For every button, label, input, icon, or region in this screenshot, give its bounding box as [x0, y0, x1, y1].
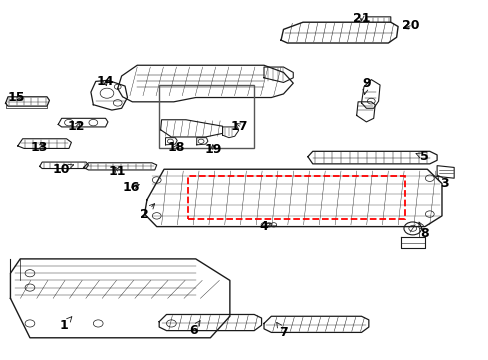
- Text: 11: 11: [109, 165, 126, 177]
- Text: 8: 8: [418, 222, 428, 240]
- Text: 4: 4: [259, 220, 271, 233]
- Text: 3: 3: [436, 175, 448, 190]
- Text: 12: 12: [67, 120, 85, 133]
- Text: 10: 10: [53, 163, 73, 176]
- Text: 5: 5: [415, 150, 427, 163]
- Bar: [159, 85, 254, 148]
- Text: 9: 9: [361, 77, 370, 95]
- Text: 2: 2: [140, 204, 154, 221]
- Text: 19: 19: [203, 143, 221, 156]
- Text: 17: 17: [230, 120, 248, 133]
- Text: 13: 13: [31, 141, 48, 154]
- Text: 6: 6: [188, 321, 200, 337]
- Text: 21: 21: [352, 12, 369, 25]
- Text: 15: 15: [8, 91, 25, 104]
- Text: 16: 16: [122, 181, 140, 194]
- Text: 14: 14: [97, 75, 114, 88]
- Text: 20: 20: [401, 19, 418, 32]
- Text: 18: 18: [167, 141, 184, 154]
- Text: 7: 7: [276, 323, 287, 339]
- Text: 1: 1: [60, 317, 72, 332]
